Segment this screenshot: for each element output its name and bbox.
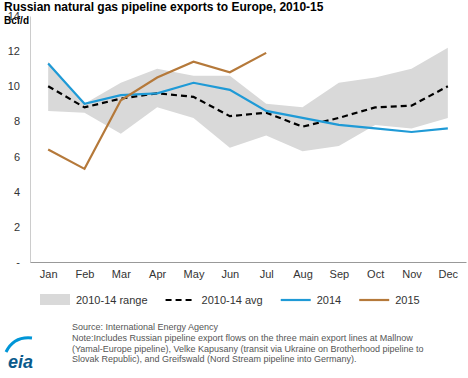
x-tick: Nov — [402, 262, 422, 280]
x-tick: Jan — [40, 262, 58, 280]
logo-arc — [6, 338, 32, 352]
x-tick-label: Jul — [260, 268, 274, 280]
x-tick: Jul — [260, 262, 274, 280]
x-tick: Oct — [367, 262, 384, 280]
legend-swatch — [281, 299, 311, 301]
y-axis-line — [30, 17, 31, 263]
legend: 2010-14 range 2010-14 avg 2014 2015 — [40, 294, 420, 306]
y-tick: 6 — [14, 151, 30, 163]
legend-label: 2014 — [317, 294, 341, 306]
y-tick-label: - — [16, 256, 20, 268]
legend-swatch — [166, 299, 196, 301]
y-tick-label: 12 — [8, 45, 20, 57]
y-tick-label: 4 — [14, 186, 20, 198]
x-tick: Apr — [149, 262, 166, 280]
y-tick-label: 8 — [14, 115, 20, 127]
plot-marks — [48, 48, 448, 169]
y-tick-label: 14 — [8, 10, 20, 22]
chart: Russian natural gas pipeline exports to … — [0, 0, 468, 378]
x-axis-line — [31, 262, 467, 263]
y-tick: 4 — [14, 186, 30, 198]
notes: Source: International Energy AgencyNote:… — [72, 322, 424, 364]
y-tick: 8 — [14, 115, 30, 127]
y-tick: 14 — [8, 10, 30, 22]
x-tick-label: Jun — [221, 268, 239, 280]
source: Source: International Energy Agency — [72, 322, 219, 332]
note-line: Slovak Republic), and Greifswald (Nord S… — [72, 354, 357, 364]
x-tick-label: Aug — [293, 268, 313, 280]
y-tick: 2 — [14, 221, 30, 233]
x-tick: Mar — [112, 262, 131, 280]
title: Russian natural gas pipeline exports to … — [4, 0, 324, 14]
legend-swatch — [40, 294, 70, 305]
logo-text: eia — [8, 352, 33, 372]
x-tick: Jun — [221, 262, 239, 280]
x-tick: Sep — [330, 262, 350, 280]
note-line: (Yamal-Europe pipeline), Velke Kapusany … — [72, 344, 424, 354]
y-axis: - 2 4 6 8 10 12 14 — [8, 10, 31, 268]
x-tick-label: Feb — [76, 268, 95, 280]
logo: eia — [6, 338, 33, 372]
series-line — [48, 86, 448, 126]
y-tick: - — [16, 256, 30, 268]
x-tick: May — [184, 262, 205, 280]
x-tick-label: Oct — [367, 268, 384, 280]
legend-swatch — [359, 299, 389, 301]
x-axis: Jan Feb Mar Apr May Jun Jul Aug Sep Oct Nov Dec — [31, 262, 467, 280]
x-tick: Dec — [439, 262, 459, 280]
y-tick: 12 — [8, 45, 30, 57]
note-line: Note:Includes Russian pipeline export fl… — [72, 333, 413, 343]
legend-label: 2010-14 avg — [202, 294, 263, 306]
x-tick-label: Mar — [112, 268, 131, 280]
x-tick-label: Nov — [402, 268, 422, 280]
series-line — [48, 53, 266, 169]
y-tick-label: 6 — [14, 151, 20, 163]
x-tick-label: Sep — [330, 268, 350, 280]
y-tick-label: 10 — [8, 80, 20, 92]
legend-label: 2010-14 range — [76, 294, 148, 306]
y-tick-label: 2 — [14, 221, 20, 233]
x-tick-label: Dec — [439, 268, 459, 280]
x-tick-label: Apr — [149, 268, 166, 280]
x-tick-label: May — [184, 268, 205, 280]
y-tick: 10 — [8, 80, 30, 92]
series-line — [48, 63, 448, 132]
x-tick-label: Jan — [40, 268, 58, 280]
legend-label: 2015 — [395, 294, 419, 306]
x-tick: Feb — [76, 262, 95, 280]
x-tick: Aug — [293, 262, 313, 280]
